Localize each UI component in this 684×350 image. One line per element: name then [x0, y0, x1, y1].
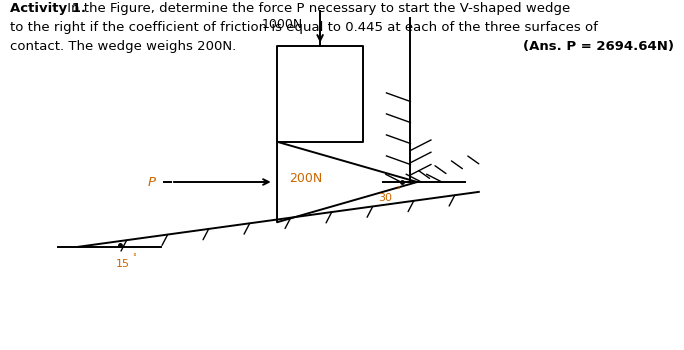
- Text: Activity 1.: Activity 1.: [10, 2, 86, 15]
- Text: to the right if the coefficient of friction is equal to 0.445 at each of the thr: to the right if the coefficient of frict…: [10, 21, 598, 34]
- Text: 200N: 200N: [289, 172, 323, 185]
- Text: °: °: [397, 187, 401, 196]
- Text: P: P: [148, 175, 156, 189]
- Text: (Ans. P = 2694.64N): (Ans. P = 2694.64N): [523, 40, 674, 53]
- Text: 1000N: 1000N: [262, 18, 303, 31]
- Text: 30: 30: [378, 193, 392, 203]
- Text: contact. The wedge weighs 200N.: contact. The wedge weighs 200N.: [10, 40, 237, 53]
- Text: 15: 15: [116, 259, 130, 269]
- Text: °: °: [132, 253, 136, 262]
- Text: In the Figure, determine the force P necessary to start the V-shaped wedge: In the Figure, determine the force P nec…: [63, 2, 570, 15]
